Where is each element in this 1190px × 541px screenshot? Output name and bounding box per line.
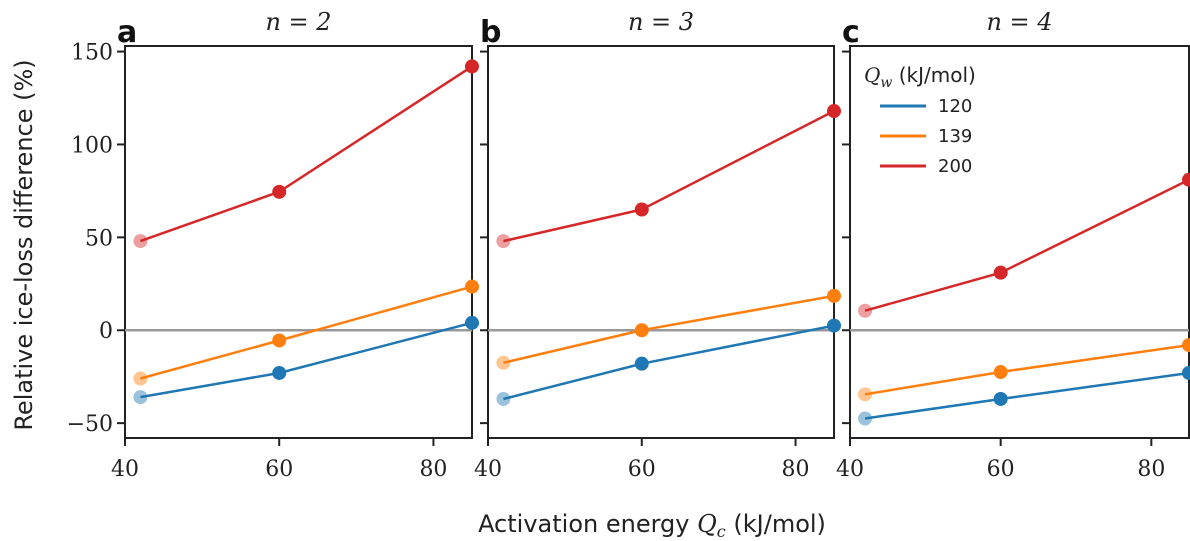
panel-c: 40 60 80 n = 4 c — [836, 8, 1190, 482]
x-tick-label: 40 — [474, 457, 502, 482]
data-point-120 — [272, 365, 287, 380]
x-tick-label: 60 — [628, 457, 656, 482]
x-tick-label: 60 — [987, 457, 1015, 482]
data-point-200 — [496, 234, 511, 249]
data-point-139 — [133, 371, 148, 386]
data-point-139 — [1182, 338, 1190, 353]
y-tick-label: −50 — [67, 412, 113, 437]
panel-letter: a — [117, 15, 137, 50]
series-line-200 — [139, 65, 473, 243]
data-point-139 — [827, 288, 841, 303]
series-line-120 — [864, 371, 1190, 420]
data-point-120 — [1182, 365, 1190, 380]
data-point-120 — [827, 318, 841, 333]
panel-title: n = 3 — [628, 8, 694, 36]
y-tick-label: 100 — [71, 133, 113, 158]
x-tick-label: 80 — [782, 457, 810, 482]
series-line-120 — [503, 324, 835, 401]
data-point-139 — [858, 387, 873, 402]
panel-b: 40 60 80 n = 3 b — [474, 8, 841, 482]
legend: Qw (kJ/mol) 120 139 200 — [864, 63, 976, 177]
data-point-200 — [827, 104, 841, 119]
panel-letter: b — [480, 15, 501, 50]
data-point-139 — [272, 333, 287, 348]
data-point-200 — [858, 303, 873, 318]
data-point-120 — [496, 391, 511, 406]
series-line-139 — [864, 343, 1190, 396]
data-point-200 — [133, 234, 148, 249]
data-point-139 — [465, 279, 479, 294]
x-tick-label: 80 — [1137, 457, 1165, 482]
data-point-200 — [465, 59, 479, 74]
panel-frame — [124, 45, 473, 439]
panels: −50 0 50 100 150 40 60 80 n = 2 a 40 60 80 n = 3 b 40 60… — [67, 8, 1190, 482]
panel-frame — [849, 45, 1190, 439]
series-line-200 — [503, 109, 835, 243]
x-axis-label: Activation energy Qc (kJ/mol) — [478, 510, 826, 541]
legend-entry-120: 120 — [938, 96, 972, 117]
x-tick-label: 80 — [419, 457, 447, 482]
x-tick-label: 40 — [836, 457, 864, 482]
data-point-120 — [133, 390, 148, 405]
data-point-139 — [496, 355, 511, 370]
y-tick-label: 0 — [99, 319, 113, 344]
data-point-120 — [858, 411, 873, 426]
data-point-200 — [1182, 172, 1190, 187]
legend-entry-200: 200 — [938, 156, 972, 177]
x-tick-label: 40 — [111, 457, 139, 482]
y-tick-label: 50 — [85, 226, 113, 251]
data-point-200 — [272, 184, 287, 199]
panel-title: n = 4 — [986, 8, 1052, 36]
data-point-139 — [993, 365, 1008, 380]
data-point-120 — [993, 391, 1008, 406]
data-point-139 — [634, 323, 649, 338]
data-point-200 — [993, 265, 1008, 280]
panel-frame — [487, 45, 835, 439]
panel-title: n = 2 — [265, 8, 331, 36]
y-axis-label: Relative ice-loss difference (%) — [10, 59, 38, 430]
panel-a: −50 0 50 100 150 40 60 80 n = 2 a — [67, 8, 479, 482]
series-line-200 — [864, 178, 1190, 312]
y-tick-label: 150 — [71, 41, 113, 66]
data-point-120 — [465, 315, 479, 330]
data-point-120 — [634, 356, 649, 371]
legend-title: Qw (kJ/mol) — [864, 63, 976, 91]
panel-letter: c — [842, 15, 860, 50]
x-tick-label: 60 — [265, 457, 293, 482]
data-point-200 — [634, 202, 649, 217]
legend-entry-139: 139 — [938, 126, 972, 147]
